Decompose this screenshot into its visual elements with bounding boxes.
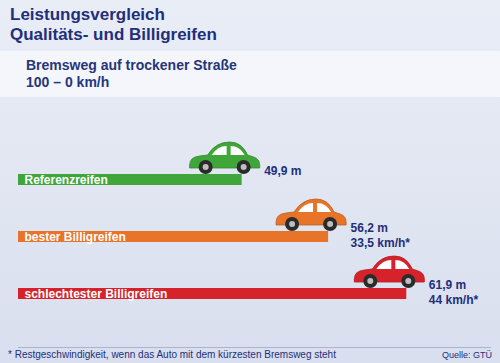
svg-text:61,9 m: 61,9 m <box>429 278 466 292</box>
html-text:Qualitäts- und Billigreifen: Qualitäts- und Billigreifen <box>10 25 217 44</box>
html-text:Quelle: GTÜ: Quelle: GTÜ <box>442 350 492 360</box>
svg-text:Referenzreifen: Referenzreifen <box>25 173 108 187</box>
svg-text:49,9 m: 49,9 m <box>264 164 301 178</box>
svg-text:schlechtester Billigreifen: schlechtester Billigreifen <box>25 287 168 301</box>
html-text:100 – 0 km/h: 100 – 0 km/h <box>26 74 110 90</box>
html-text:Leistungsvergleich: Leistungsvergleich <box>10 5 165 24</box>
html-text:* Restgeschwindigkeit, wenn da: * Restgeschwindigkeit, wenn das Auto mit… <box>8 349 336 360</box>
svg-text:44 km/h*: 44 km/h* <box>429 293 479 307</box>
svg-text:56,2 m: 56,2 m <box>351 221 388 235</box>
html-text:Bremsweg auf trockener Straße: Bremsweg auf trockener Straße <box>26 57 237 73</box>
svg-text:bester Billigreifen: bester Billigreifen <box>25 230 126 244</box>
svg-text:33,5 km/h*: 33,5 km/h* <box>351 236 411 250</box>
